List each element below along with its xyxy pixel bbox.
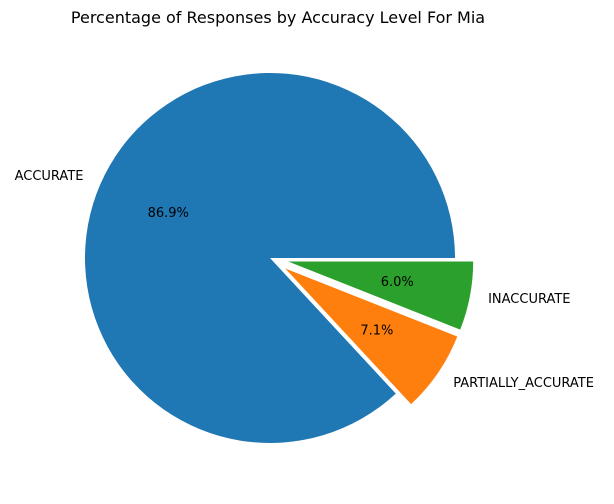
pie-labels: ACCURATE 86.9% PARTIALLY_ACCURATE 7.1% INACC… xyxy=(15,169,594,391)
pie-slice-inaccurate xyxy=(288,261,474,330)
pie-slice-accurate xyxy=(84,72,456,444)
slice-percent-accurate: 86.9% xyxy=(148,206,189,221)
slice-label-partially-accurate: PARTIALLY_ACCURATE xyxy=(453,376,594,391)
pie-slice-partially-accurate xyxy=(285,268,458,405)
slice-label-accurate: ACCURATE xyxy=(15,169,84,184)
slice-percent-inaccurate: 6.0% xyxy=(381,275,414,290)
slice-label-inaccurate: INACCURATE xyxy=(488,292,570,307)
chart-title: Percentage of Responses by Accuracy Leve… xyxy=(71,8,485,27)
slice-percent-partially-accurate: 7.1% xyxy=(360,324,393,339)
pie-slices xyxy=(84,72,474,444)
